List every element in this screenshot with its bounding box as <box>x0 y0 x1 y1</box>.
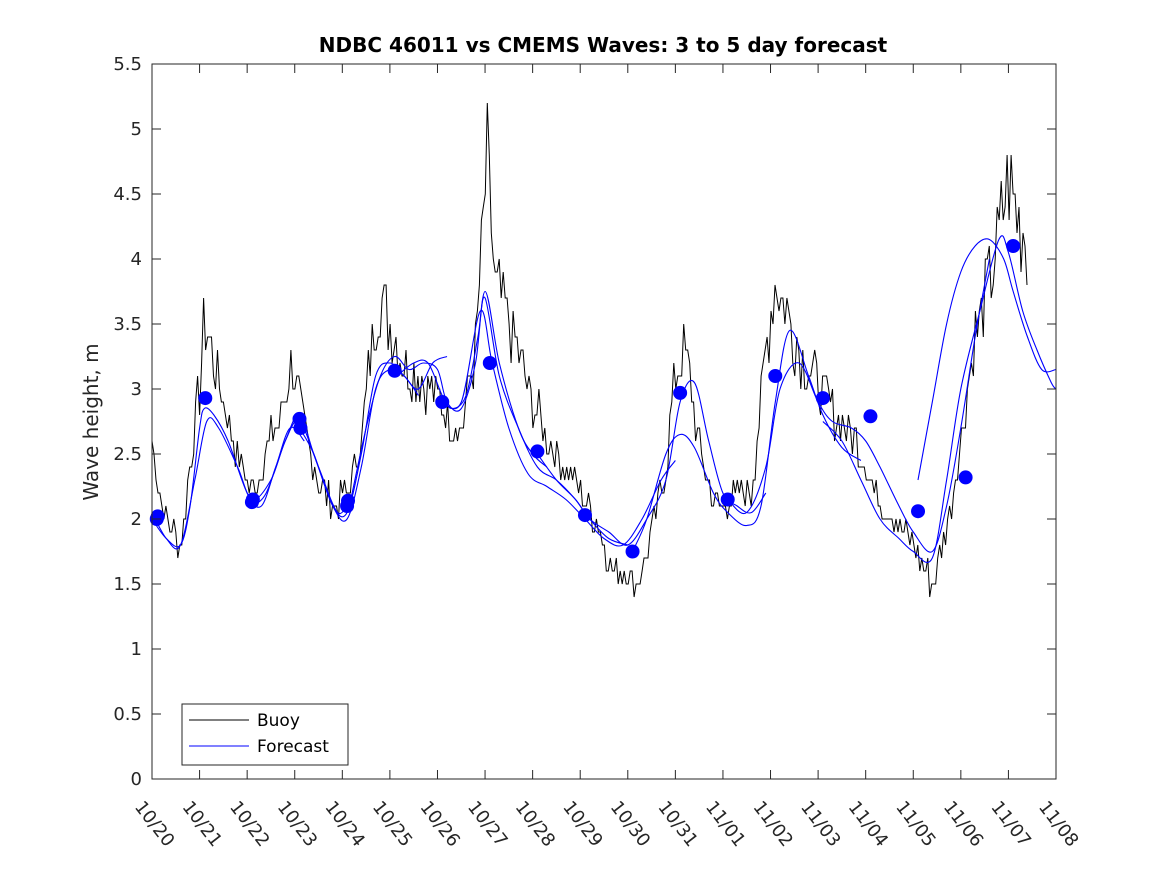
y-axis-label: Wave height, m <box>79 343 103 500</box>
x-tick-label: 10/24 <box>320 797 368 851</box>
forecast-marker <box>768 369 783 383</box>
forecast-series-line-3 <box>299 355 448 518</box>
forecast-series-line-9 <box>727 258 990 553</box>
plot-frame <box>151 63 1057 780</box>
legend-buoy-label: Buoy <box>257 711 300 731</box>
y-tick-label: 1.5 <box>113 574 142 595</box>
x-tick-label: 10/20 <box>130 797 178 851</box>
x-tick-label: 11/07 <box>986 797 1034 851</box>
forecast-series-line-11 <box>917 238 1056 481</box>
x-tick-label: 10/27 <box>463 797 511 851</box>
forecast-marker <box>341 493 356 508</box>
forecast-marker <box>625 544 640 559</box>
x-tick-label: 11/05 <box>891 797 939 851</box>
y-tick-label: 2.5 <box>113 444 142 465</box>
x-tick-label: 10/26 <box>416 797 464 851</box>
forecast-series-line-6 <box>441 309 676 547</box>
y-tick-label: 0 <box>131 769 142 790</box>
forecast-marker <box>245 492 260 507</box>
y-tick-label: 2 <box>131 509 142 530</box>
x-tick-label: 11/02 <box>749 797 797 851</box>
forecast-series-line-8 <box>631 329 862 552</box>
forecast-marker <box>958 470 973 485</box>
x-tick-label: 10/29 <box>558 797 606 851</box>
forecast-marker <box>911 504 926 519</box>
legend-forecast-label: Forecast <box>257 737 329 757</box>
x-tick-label: 10/23 <box>273 797 321 851</box>
y-tick-label: 3.5 <box>113 314 142 335</box>
x-tick-label: 11/08 <box>1034 797 1082 851</box>
y-tick-label: 1 <box>131 639 142 660</box>
forecast-marker <box>815 391 830 406</box>
forecast-series-line-10 <box>822 235 1056 564</box>
forecast-marker <box>673 385 688 400</box>
y-tick-label: 5.5 <box>113 54 142 75</box>
series-layer <box>152 102 1056 598</box>
y-axis: 0 0.5 1 1.5 2 2.5 3 3.5 4 4.5 5 5.5 <box>113 54 1056 790</box>
forecast-marker <box>198 391 213 406</box>
forecast-marker <box>482 356 497 370</box>
x-tick-label: 10/21 <box>178 797 226 851</box>
forecast-marker <box>720 492 735 507</box>
y-tick-label: 4.5 <box>113 184 142 205</box>
x-tick-label: 10/22 <box>225 797 273 851</box>
forecast-marker <box>150 509 165 524</box>
y-tick-label: 5 <box>131 119 142 140</box>
chart-title: NDBC 46011 vs CMEMS Waves: 3 to 5 day fo… <box>319 33 888 57</box>
forecast-series-line-2 <box>251 368 419 522</box>
y-tick-label: 0.5 <box>113 704 142 725</box>
forecast-marker <box>387 363 402 378</box>
x-tick-label: 10/31 <box>653 797 701 851</box>
forecast-marker <box>1006 239 1021 253</box>
x-tick-label: 10/30 <box>606 797 654 851</box>
x-tick-label: 11/04 <box>844 797 892 851</box>
x-tick-label: 11/01 <box>701 797 749 851</box>
forecast-marker <box>863 409 878 424</box>
legend: Buoy Forecast <box>181 703 349 766</box>
x-tick-label: 10/28 <box>511 797 559 851</box>
y-tick-label: 3 <box>131 379 142 400</box>
x-tick-label: 11/06 <box>939 797 987 851</box>
forecast-marker <box>530 444 545 459</box>
marker-layer <box>149 239 1021 559</box>
forecast-marker <box>435 395 450 409</box>
buoy-series-line <box>152 102 1028 598</box>
forecast-marker <box>293 421 308 435</box>
x-tick-label: 10/25 <box>368 797 416 851</box>
legend-box <box>181 703 349 766</box>
y-tick-label: 4 <box>131 249 142 270</box>
forecast-marker <box>577 508 592 523</box>
x-tick-label: 11/03 <box>796 797 844 851</box>
